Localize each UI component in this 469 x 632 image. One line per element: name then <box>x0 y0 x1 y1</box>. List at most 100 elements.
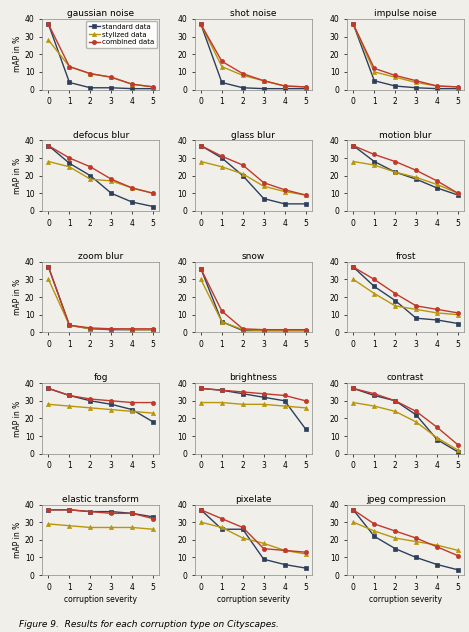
stylized data <box>151 410 156 417</box>
standard data <box>219 318 225 325</box>
combined data <box>282 82 287 90</box>
standard data <box>434 85 440 92</box>
standard data <box>350 506 356 514</box>
standard data <box>240 525 246 533</box>
stylized data <box>261 327 266 334</box>
standard data <box>413 84 419 92</box>
Line: stylized data: stylized data <box>351 277 460 317</box>
standard data <box>198 265 204 272</box>
combined data <box>108 176 114 183</box>
combined data <box>45 385 51 392</box>
Line: stylized data: stylized data <box>199 277 308 332</box>
standard data <box>393 545 398 552</box>
combined data <box>129 184 135 191</box>
Line: standard data: standard data <box>199 386 308 431</box>
standard data <box>282 561 287 568</box>
stylized data <box>282 188 287 195</box>
Line: standard data: standard data <box>46 265 155 332</box>
stylized data <box>45 276 51 283</box>
Line: combined data: combined data <box>46 22 155 89</box>
combined data <box>413 167 419 174</box>
standard data <box>371 77 377 85</box>
stylized data <box>303 550 309 557</box>
standard data <box>219 154 225 162</box>
stylized data <box>108 325 114 332</box>
Title: glass blur: glass blur <box>231 131 275 140</box>
Line: standard data: standard data <box>351 22 460 91</box>
stylized data <box>413 538 419 545</box>
combined data <box>371 276 377 283</box>
Line: standard data: standard data <box>199 507 308 570</box>
stylized data <box>371 161 377 169</box>
standard data <box>393 82 398 90</box>
Line: stylized data: stylized data <box>351 401 460 453</box>
combined data <box>282 186 287 193</box>
standard data <box>45 506 51 514</box>
combined data <box>67 322 72 329</box>
combined data <box>282 392 287 399</box>
standard data <box>198 20 204 28</box>
stylized data <box>198 276 204 283</box>
Line: combined data: combined data <box>46 507 155 521</box>
Y-axis label: mAP in %: mAP in % <box>13 279 22 315</box>
stylized data <box>434 181 440 188</box>
combined data <box>45 20 51 28</box>
combined data <box>240 161 246 169</box>
Legend: standard data, stylized data, combined data: standard data, stylized data, combined d… <box>86 21 158 48</box>
stylized data <box>108 406 114 413</box>
standard data <box>350 142 356 149</box>
combined data <box>413 408 419 415</box>
standard data <box>108 326 114 334</box>
standard data <box>240 84 246 92</box>
stylized data <box>129 80 135 88</box>
standard data <box>434 436 440 444</box>
standard data <box>282 85 287 92</box>
stylized data <box>261 183 266 190</box>
combined data <box>261 390 266 398</box>
combined data <box>350 264 356 271</box>
stylized data <box>67 403 72 410</box>
stylized data <box>350 158 356 166</box>
standard data <box>393 168 398 176</box>
combined data <box>303 83 309 90</box>
Line: stylized data: stylized data <box>199 22 308 89</box>
stylized data <box>413 306 419 313</box>
combined data <box>129 325 135 332</box>
combined data <box>261 77 266 85</box>
standard data <box>198 142 204 149</box>
standard data <box>151 85 156 92</box>
combined data <box>219 307 225 315</box>
combined data <box>45 506 51 514</box>
standard data <box>67 506 72 514</box>
Line: stylized data: stylized data <box>199 401 308 410</box>
stylized data <box>151 83 156 90</box>
Line: combined data: combined data <box>199 507 308 554</box>
standard data <box>67 322 72 329</box>
Line: stylized data: stylized data <box>351 520 460 552</box>
standard data <box>303 564 309 572</box>
stylized data <box>434 542 440 549</box>
X-axis label: corruption severity: corruption severity <box>217 595 290 604</box>
Title: pixelate: pixelate <box>235 495 272 504</box>
stylized data <box>282 327 287 334</box>
Title: contrast: contrast <box>387 374 424 382</box>
combined data <box>371 390 377 398</box>
stylized data <box>108 177 114 185</box>
stylized data <box>413 418 419 426</box>
Y-axis label: mAP in %: mAP in % <box>13 400 22 437</box>
combined data <box>261 545 266 552</box>
combined data <box>219 58 225 65</box>
combined data <box>350 506 356 514</box>
stylized data <box>303 404 309 411</box>
X-axis label: corruption severity: corruption severity <box>369 595 442 604</box>
Title: fog: fog <box>94 374 108 382</box>
standard data <box>413 176 419 183</box>
stylized data <box>455 190 461 197</box>
standard data <box>45 142 51 149</box>
stylized data <box>434 434 440 442</box>
combined data <box>108 397 114 404</box>
stylized data <box>393 534 398 542</box>
combined data <box>198 385 204 392</box>
combined data <box>67 154 72 162</box>
stylized data <box>350 20 356 28</box>
